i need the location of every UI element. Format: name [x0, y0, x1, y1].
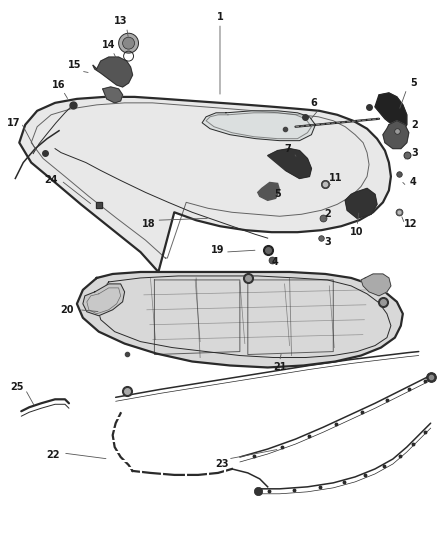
Polygon shape: [202, 111, 315, 141]
Text: 3: 3: [411, 148, 418, 158]
Circle shape: [123, 37, 134, 49]
Text: 4: 4: [410, 177, 416, 188]
Text: 21: 21: [273, 362, 286, 373]
Text: 6: 6: [310, 98, 317, 108]
Text: 23: 23: [215, 459, 229, 469]
Text: 5: 5: [410, 78, 417, 88]
Text: 18: 18: [141, 219, 155, 229]
Circle shape: [119, 33, 138, 53]
Text: 4: 4: [271, 257, 278, 267]
Text: 3: 3: [324, 237, 331, 247]
Polygon shape: [83, 284, 124, 316]
Polygon shape: [93, 57, 133, 87]
Polygon shape: [19, 97, 391, 272]
Text: 10: 10: [350, 227, 364, 237]
Text: 7: 7: [284, 143, 291, 154]
Text: 20: 20: [60, 305, 74, 315]
Text: 2: 2: [324, 209, 331, 219]
Text: 25: 25: [11, 382, 24, 392]
Text: 24: 24: [44, 175, 58, 185]
Polygon shape: [258, 182, 279, 200]
Polygon shape: [383, 121, 409, 149]
Text: 17: 17: [7, 118, 20, 128]
Polygon shape: [77, 272, 403, 367]
Text: 15: 15: [68, 60, 81, 70]
Text: 2: 2: [411, 120, 418, 130]
Text: 16: 16: [52, 80, 66, 90]
Polygon shape: [361, 274, 391, 296]
Polygon shape: [103, 87, 123, 103]
Text: 5: 5: [274, 189, 281, 199]
Polygon shape: [375, 93, 407, 131]
Text: 22: 22: [46, 450, 60, 460]
Text: 14: 14: [102, 40, 116, 50]
Polygon shape: [345, 188, 377, 218]
Polygon shape: [268, 149, 311, 179]
Text: 12: 12: [404, 219, 417, 229]
Text: 13: 13: [114, 17, 127, 26]
Text: 19: 19: [211, 245, 225, 255]
Text: 11: 11: [328, 173, 342, 183]
Text: 1: 1: [217, 12, 223, 22]
